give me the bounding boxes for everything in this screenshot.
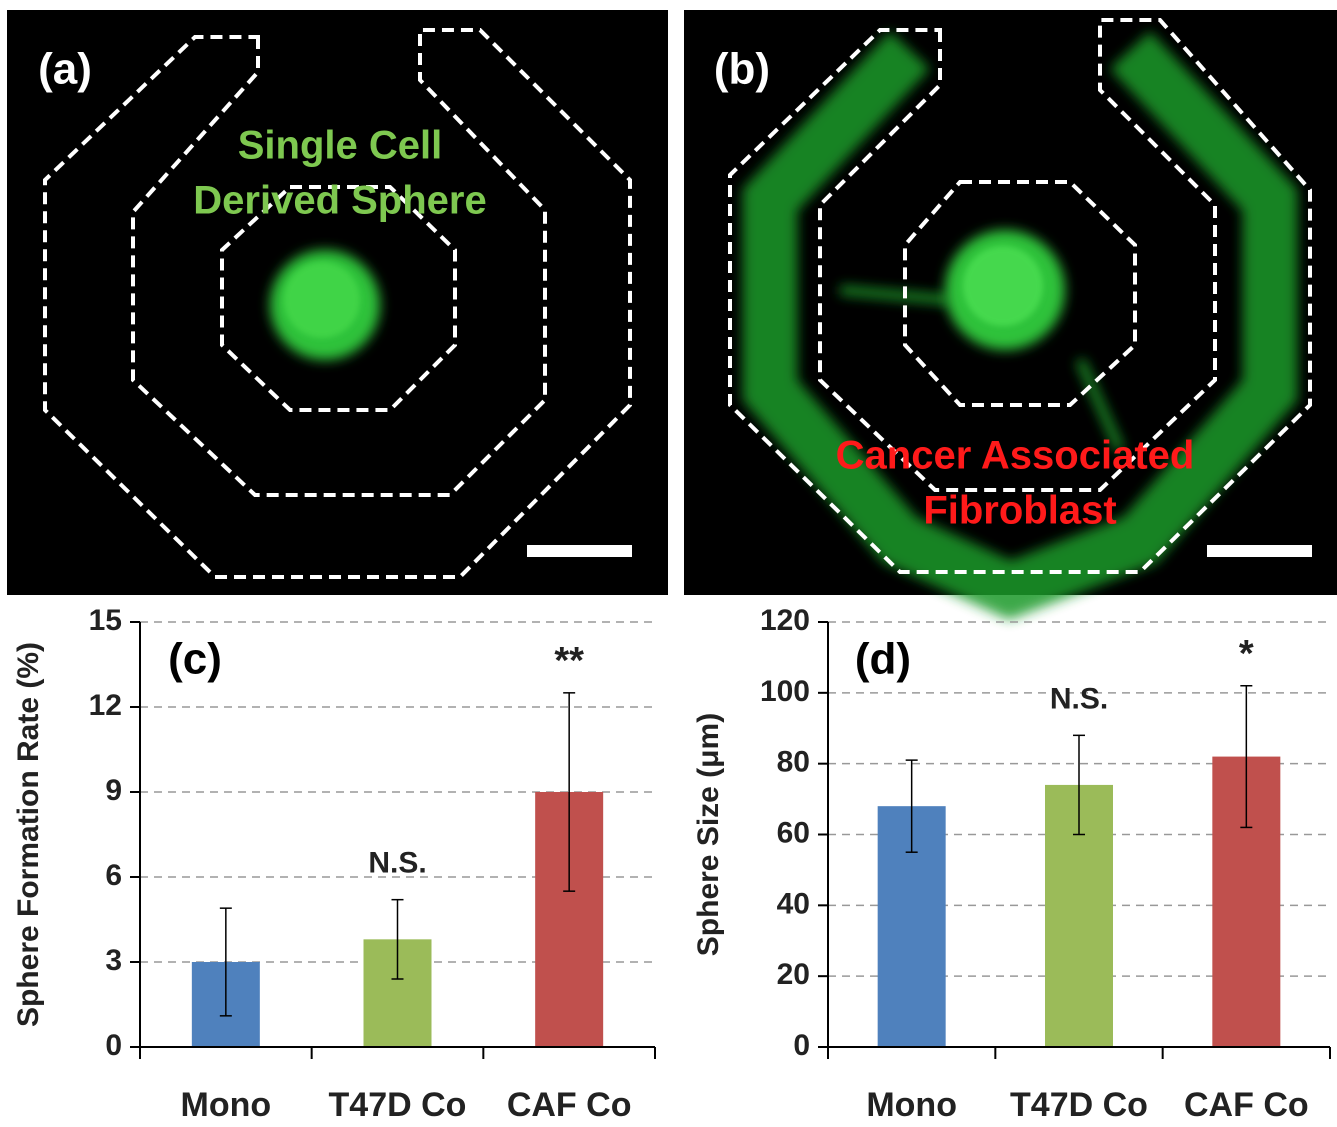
y-tick-label: 100	[760, 675, 810, 708]
x-tick-label: CAF Co	[1184, 1086, 1309, 1124]
y-tick-label: 20	[777, 958, 810, 991]
annotation: Derived Sphere	[193, 179, 486, 223]
figure: (a) Single Cell Derived Sphere (b) Cance…	[0, 0, 1337, 1127]
x-tick-label: CAF Co	[507, 1086, 632, 1124]
y-tick-label: 3	[105, 944, 122, 977]
significance-label: *	[1239, 633, 1254, 675]
panel-label: (a)	[38, 45, 92, 94]
y-axis-label: Sphere Formation Rate (%)	[12, 642, 45, 1027]
y-tick-label: 60	[777, 816, 810, 849]
y-tick-label: 12	[89, 689, 122, 722]
panel-label: (d)	[855, 635, 911, 684]
y-tick-label: 40	[777, 887, 810, 920]
annotation: Fibroblast	[923, 489, 1116, 533]
y-axis-label: Sphere Size (μm)	[692, 713, 725, 956]
x-tick-label: T47D Co	[329, 1086, 467, 1124]
x-tick-label: T47D Co	[1010, 1086, 1148, 1124]
y-tick-label: 9	[105, 774, 122, 807]
image-a: (a) Single Cell Derived Sphere	[7, 10, 668, 595]
y-tick-label: 15	[89, 604, 122, 637]
significance-label: N.S.	[368, 847, 426, 880]
panel-label: (b)	[714, 45, 770, 94]
y-tick-label: 0	[793, 1029, 810, 1062]
significance-label: N.S.	[1050, 682, 1108, 715]
panel-label: (c)	[168, 635, 222, 684]
x-tick-label: Mono	[181, 1086, 272, 1124]
y-tick-label: 120	[760, 604, 810, 637]
y-tick-label: 0	[105, 1029, 122, 1062]
y-tick-label: 80	[777, 746, 810, 779]
y-tick-label: 6	[105, 859, 122, 892]
x-tick-label: Mono	[866, 1086, 957, 1124]
annotation: Cancer Associated	[836, 434, 1195, 478]
image-b: (b) Cancer Associated Fibroblast	[684, 10, 1337, 595]
annotation: Single Cell	[238, 124, 443, 168]
significance-label: **	[554, 640, 584, 682]
